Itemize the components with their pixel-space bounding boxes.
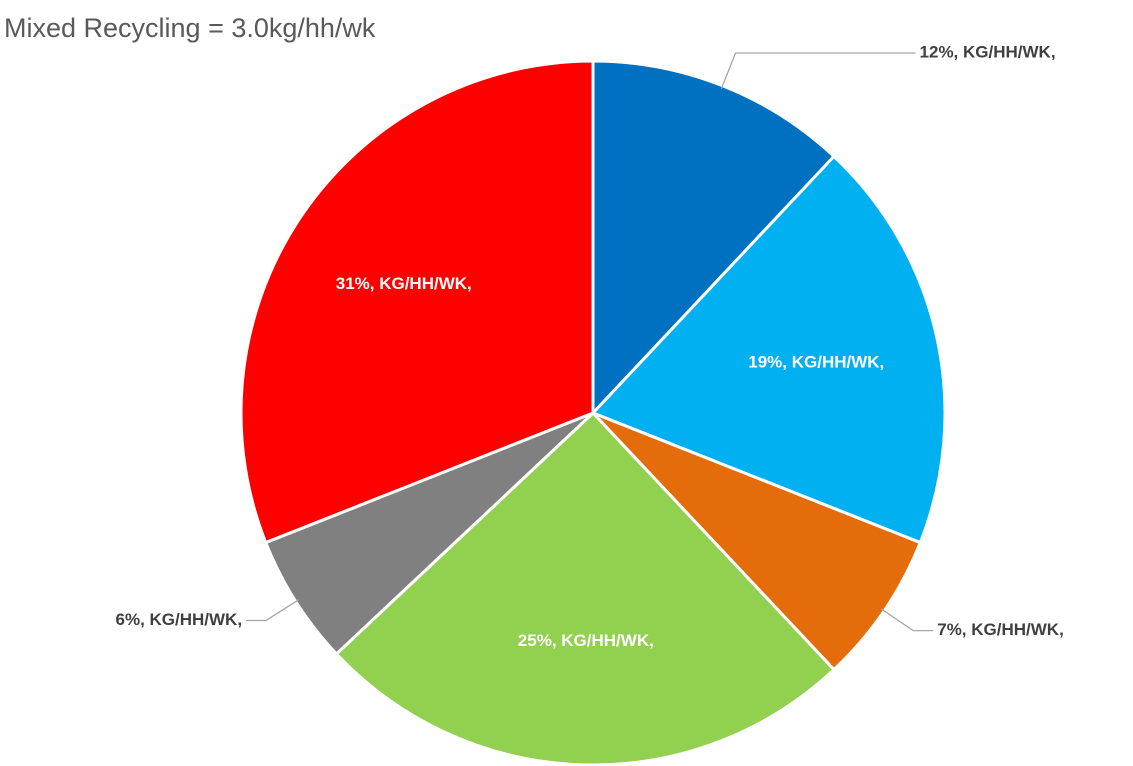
- leader-line: [720, 52, 916, 90]
- pie-slice: [239, 59, 595, 545]
- leader-line: [880, 608, 934, 632]
- data-label: 7%, KG/HH/WK,: [937, 620, 1064, 639]
- data-label: 25%, KG/HH/WK,: [518, 631, 654, 650]
- leader-line: [246, 599, 300, 622]
- data-label: 31%, KG/HH/WK,: [336, 274, 472, 293]
- data-label: 19%, KG/HH/WK,: [748, 353, 884, 372]
- pie-slice: [334, 410, 837, 766]
- pie-slice: [590, 154, 947, 545]
- data-label: 12%, KG/HH/WK,: [920, 42, 1056, 61]
- data-label: 6%, KG/HH/WK,: [116, 610, 243, 629]
- chart-title: Mixed Recycling = 3.0kg/hh/wk: [4, 13, 376, 43]
